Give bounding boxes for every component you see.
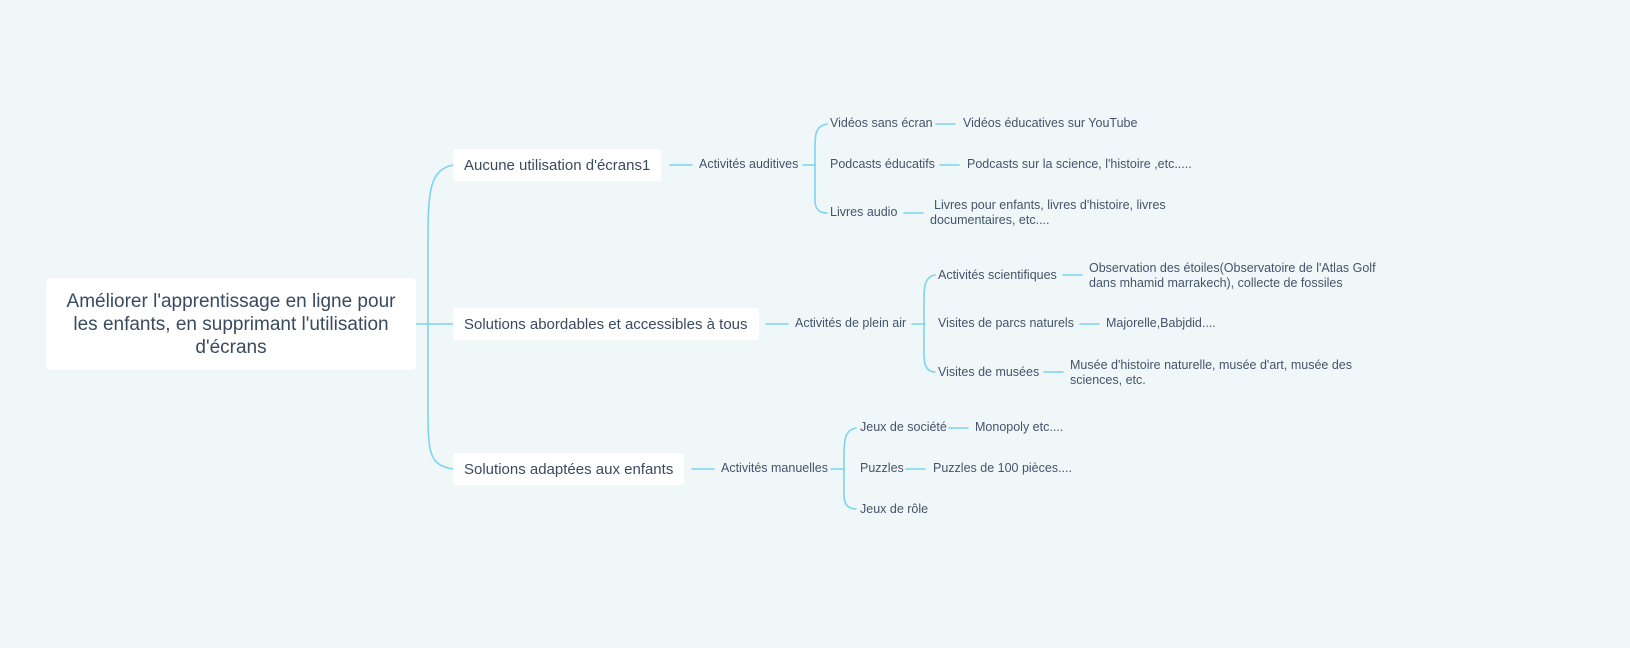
item-node-1-3[interactable]: Livres audio bbox=[830, 205, 898, 219]
detail-node-3-2[interactable]: Puzzles de 100 pièces.... bbox=[933, 461, 1072, 475]
sub-node-1[interactable]: Activités auditives bbox=[699, 157, 799, 171]
branch-node-1[interactable]: Aucune utilisation d'écrans1 bbox=[453, 149, 662, 181]
root-label: Améliorer l'apprentissage en ligne pour … bbox=[66, 290, 396, 358]
branch-label: Aucune utilisation d'écrans1 bbox=[464, 156, 651, 174]
root-node[interactable]: Améliorer l'apprentissage en ligne pour … bbox=[46, 278, 416, 370]
item-node-3-2[interactable]: Puzzles bbox=[860, 461, 904, 475]
branch-node-2[interactable]: Solutions abordables et accessibles à to… bbox=[453, 308, 759, 340]
branch-label: Solutions abordables et accessibles à to… bbox=[464, 315, 748, 333]
sub-node-3[interactable]: Activités manuelles bbox=[721, 461, 828, 475]
branch-label: Solutions adaptées aux enfants bbox=[464, 460, 674, 478]
item-node-2-1[interactable]: Activités scientifiques bbox=[938, 268, 1057, 282]
connector-b1-fork bbox=[814, 123, 828, 214]
detail-node-1-3[interactable]: Livres pour enfants, livres d'histoire, … bbox=[930, 198, 1166, 227]
item-node-1-1[interactable]: Vidéos sans écran bbox=[830, 116, 933, 130]
item-node-1-2[interactable]: Podcasts éducatifs bbox=[830, 157, 935, 171]
detail-node-1-1[interactable]: Vidéos éducatives sur YouTube bbox=[963, 116, 1138, 130]
detail-node-2-3[interactable]: Musée d'histoire naturelle, musée d'art,… bbox=[1070, 358, 1353, 387]
connector-b2-fork bbox=[923, 274, 936, 373]
detail-node-2-2[interactable]: Majorelle,Babjdid.... bbox=[1106, 316, 1216, 330]
item-node-2-2[interactable]: Visites de parcs naturels bbox=[938, 316, 1074, 330]
item-node-2-3[interactable]: Visites de musées bbox=[938, 365, 1040, 379]
connector-root-branch1 bbox=[427, 164, 454, 470]
detail-node-1-2[interactable]: Podcasts sur la science, l'histoire ,etc… bbox=[967, 157, 1192, 171]
sub-node-2[interactable]: Activités de plein air bbox=[795, 316, 907, 330]
detail-node-2-1[interactable]: Observation des étoiles(Observatoire de … bbox=[1089, 261, 1376, 290]
branch-node-3[interactable]: Solutions adaptées aux enfants bbox=[453, 453, 685, 485]
connector-b3-fork bbox=[843, 427, 857, 510]
detail-node-3-1[interactable]: Monopoly etc.... bbox=[975, 420, 1064, 434]
item-node-3-1[interactable]: Jeux de société bbox=[860, 420, 947, 434]
item-node-3-3[interactable]: Jeux de rôle bbox=[860, 502, 929, 516]
